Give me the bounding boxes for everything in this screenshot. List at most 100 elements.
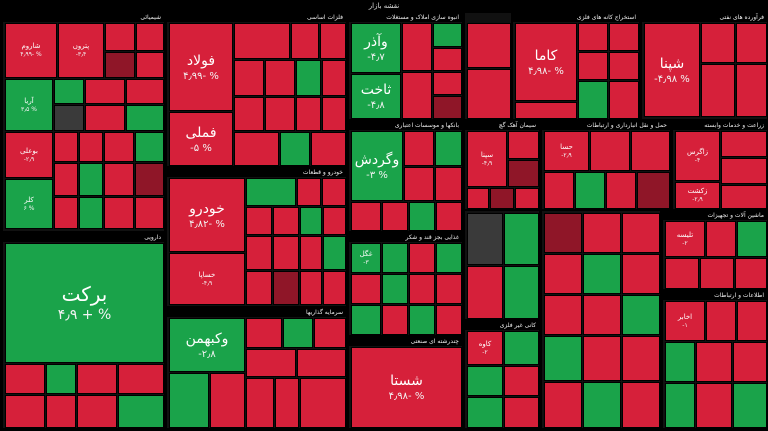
stock-tile[interactable] bbox=[118, 395, 164, 428]
stock-tile[interactable] bbox=[637, 172, 670, 209]
stock-tile[interactable] bbox=[234, 60, 264, 96]
stock-tile[interactable] bbox=[79, 197, 103, 229]
tile-shahroom[interactable]: شاروم ۴٫۹۹- % bbox=[5, 23, 57, 78]
stock-tile[interactable] bbox=[467, 397, 503, 428]
stock-tile[interactable] bbox=[320, 23, 346, 59]
stock-tile[interactable] bbox=[583, 254, 621, 294]
stock-tile[interactable] bbox=[246, 178, 296, 206]
tile-shasta[interactable]: شستا ۴٫۹۸- % bbox=[351, 347, 462, 428]
stock-tile[interactable] bbox=[297, 349, 346, 377]
stock-tile[interactable] bbox=[544, 295, 582, 335]
stock-tile[interactable] bbox=[467, 69, 511, 119]
stock-tile[interactable] bbox=[311, 132, 346, 166]
stock-tile[interactable] bbox=[622, 213, 660, 253]
stock-tile[interactable] bbox=[402, 72, 432, 119]
stock-tile[interactable] bbox=[136, 23, 164, 51]
stock-tile[interactable] bbox=[467, 23, 511, 68]
stock-tile[interactable] bbox=[273, 271, 299, 305]
stock-tile[interactable] bbox=[246, 349, 296, 377]
stock-tile[interactable] bbox=[665, 258, 699, 289]
stock-tile[interactable] bbox=[300, 378, 346, 428]
stock-tile[interactable] bbox=[322, 60, 346, 96]
tile-sepna[interactable]: سپنا -۴٫۹ bbox=[467, 131, 507, 187]
stock-tile[interactable] bbox=[135, 163, 164, 196]
stock-tile[interactable] bbox=[280, 132, 310, 166]
stock-tile[interactable] bbox=[323, 271, 346, 305]
stock-tile[interactable] bbox=[606, 172, 636, 209]
stock-tile[interactable] bbox=[5, 395, 45, 428]
tile-fameli[interactable]: فملی -۵ % bbox=[169, 112, 233, 166]
stock-tile[interactable] bbox=[54, 105, 84, 131]
tile-akhaber[interactable]: اخابر -۱ bbox=[665, 301, 705, 341]
stock-tile[interactable] bbox=[79, 132, 103, 162]
stock-tile[interactable] bbox=[508, 160, 539, 187]
stock-tile[interactable] bbox=[631, 131, 670, 171]
stock-tile[interactable] bbox=[622, 254, 660, 294]
stock-tile[interactable] bbox=[234, 23, 290, 59]
stock-tile[interactable] bbox=[721, 185, 767, 209]
stock-tile[interactable] bbox=[504, 366, 539, 396]
stock-tile[interactable] bbox=[436, 305, 462, 335]
stock-tile[interactable] bbox=[737, 221, 767, 257]
stock-tile[interactable] bbox=[700, 258, 734, 289]
stock-tile[interactable] bbox=[246, 207, 272, 235]
stock-tile[interactable] bbox=[433, 48, 462, 71]
stock-tile[interactable] bbox=[291, 23, 319, 59]
tile-vagardesh[interactable]: وگردش -۳ % bbox=[351, 131, 403, 201]
stock-tile[interactable] bbox=[706, 221, 736, 257]
stock-tile[interactable] bbox=[467, 188, 489, 209]
tile-kaveh[interactable]: کاوه -۲ bbox=[467, 331, 503, 365]
tile-shepna[interactable]: شپنا -۴٫۹۸ % bbox=[644, 23, 700, 117]
stock-tile[interactable] bbox=[300, 207, 322, 235]
stock-tile[interactable] bbox=[433, 23, 462, 47]
stock-tile[interactable] bbox=[578, 23, 608, 51]
tile-kama[interactable]: کاما ۴٫۹۸- % bbox=[515, 23, 577, 101]
stock-tile[interactable] bbox=[433, 72, 462, 95]
stock-tile[interactable] bbox=[735, 258, 767, 289]
stock-tile[interactable] bbox=[544, 336, 582, 381]
tile-foolad[interactable]: فولاد ۴٫۹۹- % bbox=[169, 23, 233, 111]
stock-tile[interactable] bbox=[54, 132, 78, 162]
tile-vakbahman[interactable]: وکبهمن -۲٫۸ bbox=[169, 318, 245, 372]
stock-tile[interactable] bbox=[665, 342, 695, 382]
stock-tile[interactable] bbox=[300, 271, 322, 305]
stock-tile[interactable] bbox=[283, 318, 313, 348]
stock-tile[interactable] bbox=[733, 383, 767, 428]
stock-tile[interactable] bbox=[85, 79, 125, 104]
stock-tile[interactable] bbox=[265, 60, 295, 96]
stock-tile[interactable] bbox=[136, 52, 164, 78]
stock-tile[interactable] bbox=[246, 378, 274, 428]
stock-tile[interactable] bbox=[609, 23, 639, 51]
stock-tile[interactable] bbox=[665, 383, 695, 428]
tile-zagros[interactable]: زاگرس -۴ bbox=[675, 131, 720, 181]
stock-tile[interactable] bbox=[508, 131, 539, 159]
stock-tile[interactable] bbox=[504, 266, 539, 319]
stock-tile[interactable] bbox=[322, 178, 346, 206]
stock-tile[interactable] bbox=[701, 23, 735, 63]
stock-tile[interactable] bbox=[404, 131, 434, 166]
stock-tile[interactable] bbox=[433, 96, 462, 119]
stock-tile[interactable] bbox=[246, 318, 282, 348]
stock-tile[interactable] bbox=[578, 52, 608, 80]
stock-tile[interactable] bbox=[135, 132, 164, 162]
tile-hasa[interactable]: حسا -۲٫۹ bbox=[544, 131, 589, 171]
stock-tile[interactable] bbox=[126, 79, 164, 104]
stock-tile[interactable] bbox=[169, 373, 209, 428]
stock-tile[interactable] bbox=[696, 342, 732, 382]
stock-tile[interactable] bbox=[296, 60, 321, 96]
stock-tile[interactable] bbox=[382, 243, 408, 273]
tile-ghagol[interactable]: غگل -۳ bbox=[351, 243, 381, 273]
stock-tile[interactable] bbox=[504, 213, 539, 265]
stock-tile[interactable] bbox=[296, 97, 321, 131]
stock-tile[interactable] bbox=[300, 236, 322, 270]
stock-tile[interactable] bbox=[409, 274, 435, 304]
stock-tile[interactable] bbox=[105, 52, 135, 78]
stock-tile[interactable] bbox=[706, 301, 736, 341]
stock-tile[interactable] bbox=[544, 213, 582, 253]
stock-tile[interactable] bbox=[275, 378, 299, 428]
stock-tile[interactable] bbox=[79, 163, 103, 196]
stock-tile[interactable] bbox=[435, 167, 462, 201]
stock-tile[interactable] bbox=[736, 64, 767, 117]
stock-tile[interactable] bbox=[382, 202, 408, 231]
stock-tile[interactable] bbox=[265, 97, 295, 131]
